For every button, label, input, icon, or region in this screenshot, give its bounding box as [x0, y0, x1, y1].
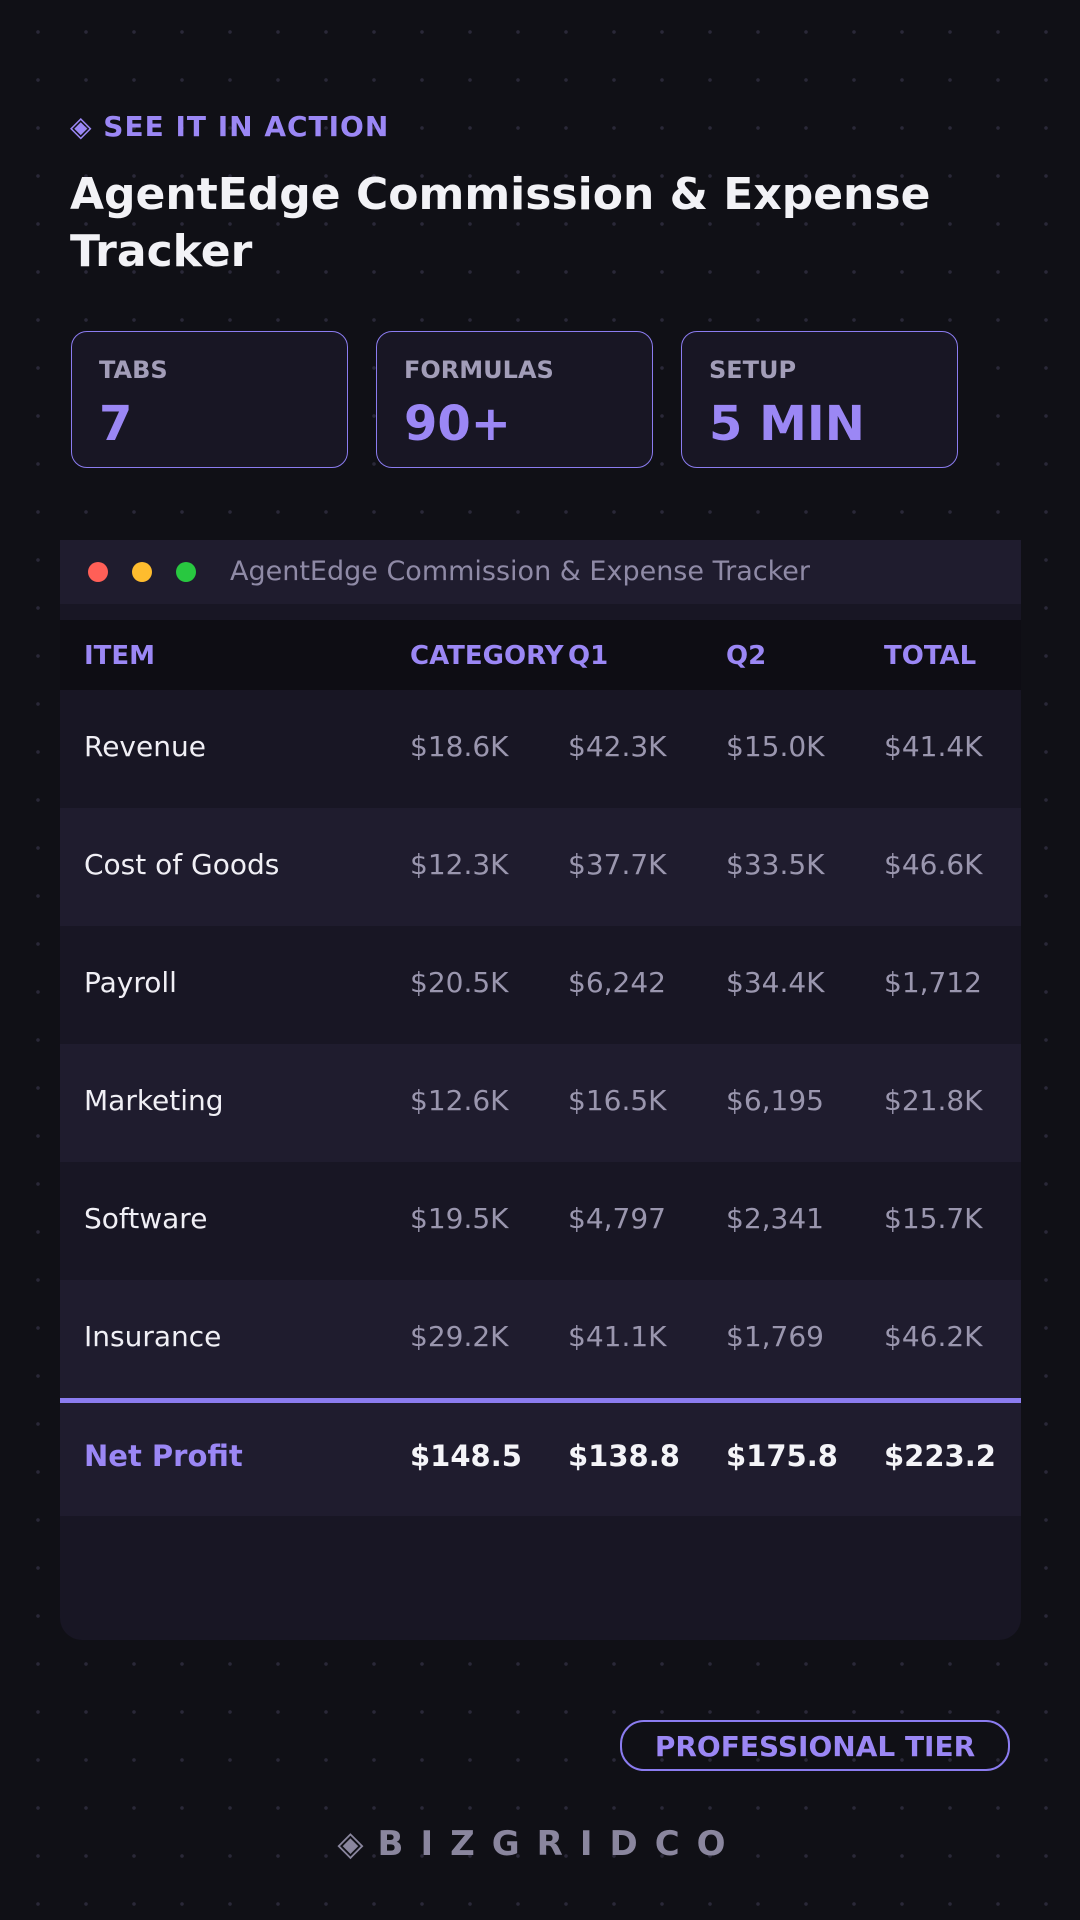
cell-value: $18.6K — [410, 730, 509, 763]
stat-card: SETUP 5 MIN — [681, 331, 958, 468]
cell-value: $41.1K — [568, 1320, 667, 1353]
cell-value: $6,242 — [568, 966, 666, 999]
cell-value: $16.5K — [568, 1084, 667, 1117]
cell-value: $12.3K — [410, 848, 509, 881]
column-header: Q2 — [726, 641, 767, 671]
cell-value: $20.5K — [410, 966, 509, 999]
minimize-dot — [132, 562, 152, 582]
cell-value: $34.4K — [726, 966, 825, 999]
cell-value: $19.5K — [410, 1202, 509, 1235]
total-value: $148.5 — [410, 1439, 522, 1473]
total-value: $223.2 — [884, 1439, 996, 1473]
stat-label: TABS — [99, 356, 168, 384]
stat-value: 5 MIN — [709, 396, 865, 452]
cell-value: $2,341 — [726, 1202, 824, 1235]
cell-value: $46.2K — [884, 1320, 983, 1353]
cell-value: $21.8K — [884, 1084, 983, 1117]
total-row: Net Profit $148.5 $138.8 $175.8 $223.2 — [60, 1403, 1021, 1516]
close-dot — [88, 562, 108, 582]
window-title: AgentEdge Commission & Expense Tracker — [230, 556, 810, 587]
table-header: ITEM CATEGORY Q1 Q2 TOTAL — [60, 620, 1021, 690]
cell-value: $1,712 — [884, 966, 982, 999]
stat-value: 90+ — [404, 396, 512, 452]
stat-card: TABS 7 — [71, 331, 348, 468]
cell-value: $15.7K — [884, 1202, 983, 1235]
eyebrow: ◈ SEE IT IN ACTION — [70, 110, 390, 143]
cell-value: $12.6K — [410, 1084, 509, 1117]
cell-value: $42.3K — [568, 730, 667, 763]
row-label: Marketing — [84, 1084, 224, 1117]
title-bar: AgentEdge Commission & Expense Tracker — [60, 540, 1021, 604]
table-row: Revenue $18.6K $42.3K $15.0K $41.4K — [60, 690, 1021, 808]
cell-value: $29.2K — [410, 1320, 509, 1353]
cell-value: $37.7K — [568, 848, 667, 881]
spreadsheet-window: AgentEdge Commission & Expense Tracker I… — [60, 540, 1021, 1640]
row-label: Cost of Goods — [84, 848, 280, 881]
total-label: Net Profit — [84, 1439, 243, 1473]
column-header: TOTAL — [884, 641, 977, 671]
total-value: $138.8 — [568, 1439, 680, 1473]
cell-value: $41.4K — [884, 730, 983, 763]
column-header: ITEM — [84, 641, 156, 671]
tier-badge: PROFESSIONAL TIER — [620, 1720, 1010, 1771]
stat-value: 7 — [99, 396, 133, 452]
page-title: AgentEdge Commission & Expense Tracker — [70, 169, 931, 277]
footer: ◈ BIZGRIDCO — [0, 1824, 1080, 1864]
stat-card: FORMULAS 90+ — [376, 331, 653, 468]
brand: BIZGRIDCO — [377, 1824, 743, 1864]
row-label: Payroll — [84, 966, 177, 999]
cell-value: $1,769 — [726, 1320, 824, 1353]
row-label: Software — [84, 1202, 208, 1235]
stat-label: FORMULAS — [404, 356, 554, 384]
column-header: CATEGORY — [410, 641, 564, 671]
footer-icon: ◈ — [337, 1824, 364, 1864]
cell-value: $46.6K — [884, 848, 983, 881]
row-label: Insurance — [84, 1320, 222, 1353]
cell-value: $15.0K — [726, 730, 825, 763]
stat-label: SETUP — [709, 356, 797, 384]
cell-value: $4,797 — [568, 1202, 666, 1235]
total-separator — [60, 1397, 1021, 1403]
table-row: Software $19.5K $4,797 $2,341 $15.7K — [60, 1162, 1021, 1280]
table-row: Insurance $29.2K $41.1K $1,769 $46.2K — [60, 1280, 1021, 1398]
table-row: Payroll $20.5K $6,242 $34.4K $1,712 — [60, 926, 1021, 1044]
cell-value: $6,195 — [726, 1084, 824, 1117]
cell-value: $33.5K — [726, 848, 825, 881]
total-value: $175.8 — [726, 1439, 838, 1473]
maximize-dot — [176, 562, 196, 582]
table-row: Cost of Goods $12.3K $37.7K $33.5K $46.6K — [60, 808, 1021, 926]
table-row: Marketing $12.6K $16.5K $6,195 $21.8K — [60, 1044, 1021, 1162]
row-label: Revenue — [84, 730, 206, 763]
column-header: Q1 — [568, 641, 609, 671]
